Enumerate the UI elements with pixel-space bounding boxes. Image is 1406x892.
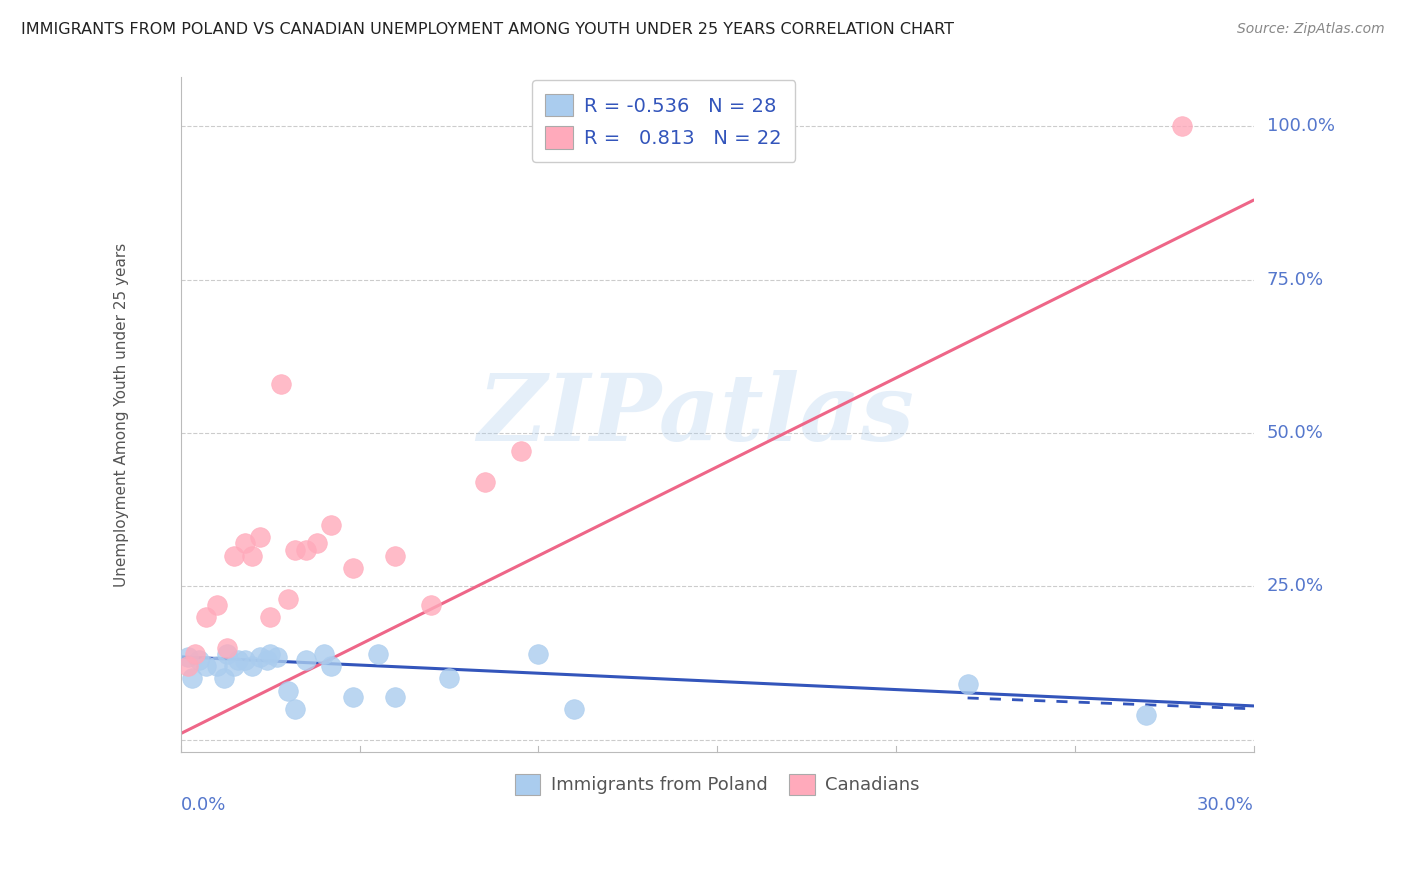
Text: Unemployment Among Youth under 25 years: Unemployment Among Youth under 25 years (114, 243, 129, 587)
Point (284, 702, 307, 716)
Point (259, 647, 281, 661)
Point (233, 536, 256, 550)
Legend: Immigrants from Poland, Canadians: Immigrants from Poland, Canadians (506, 764, 929, 804)
Point (342, 561, 364, 575)
Point (474, 475, 496, 489)
Point (240, 549, 263, 563)
Point (256, 653, 278, 667)
Point (194, 610, 217, 624)
Point (224, 659, 246, 673)
Text: 25.0%: 25.0% (1267, 577, 1323, 595)
Point (384, 549, 406, 563)
Point (295, 542, 318, 557)
Text: 0.0%: 0.0% (181, 796, 226, 814)
Point (1135, 708, 1157, 723)
Point (217, 647, 239, 661)
Point (226, 653, 249, 667)
Point (342, 690, 364, 704)
Point (205, 659, 228, 673)
Point (277, 591, 299, 606)
Point (217, 640, 239, 655)
Point (240, 659, 263, 673)
Point (384, 690, 406, 704)
Text: 100.0%: 100.0% (1267, 118, 1334, 136)
Point (277, 683, 299, 698)
Point (509, 444, 531, 458)
Point (194, 659, 217, 673)
Point (956, 677, 979, 691)
Point (233, 653, 256, 667)
Point (312, 647, 335, 661)
Point (1171, 120, 1194, 134)
Point (319, 659, 342, 673)
Point (184, 647, 207, 661)
Text: 50.0%: 50.0% (1267, 424, 1323, 442)
Text: 75.0%: 75.0% (1267, 271, 1323, 289)
Point (266, 649, 288, 664)
Point (259, 610, 281, 624)
Point (270, 377, 292, 392)
Point (224, 549, 246, 563)
Point (205, 598, 228, 612)
Point (249, 649, 271, 664)
Point (180, 671, 202, 685)
Point (177, 659, 200, 673)
Point (284, 542, 307, 557)
Text: ZIPatlas: ZIPatlas (477, 369, 914, 459)
Point (305, 536, 328, 550)
Point (527, 647, 550, 661)
Point (212, 671, 235, 685)
Point (420, 598, 443, 612)
Point (187, 653, 209, 667)
Text: IMMIGRANTS FROM POLAND VS CANADIAN UNEMPLOYMENT AMONG YOUTH UNDER 25 YEARS CORRE: IMMIGRANTS FROM POLAND VS CANADIAN UNEMP… (21, 22, 955, 37)
Point (437, 671, 460, 685)
Point (295, 653, 318, 667)
Point (319, 518, 342, 533)
Point (562, 702, 585, 716)
Text: 30.0%: 30.0% (1197, 796, 1254, 814)
Point (177, 649, 200, 664)
Point (249, 530, 271, 544)
Point (367, 647, 389, 661)
Text: Source: ZipAtlas.com: Source: ZipAtlas.com (1237, 22, 1385, 37)
